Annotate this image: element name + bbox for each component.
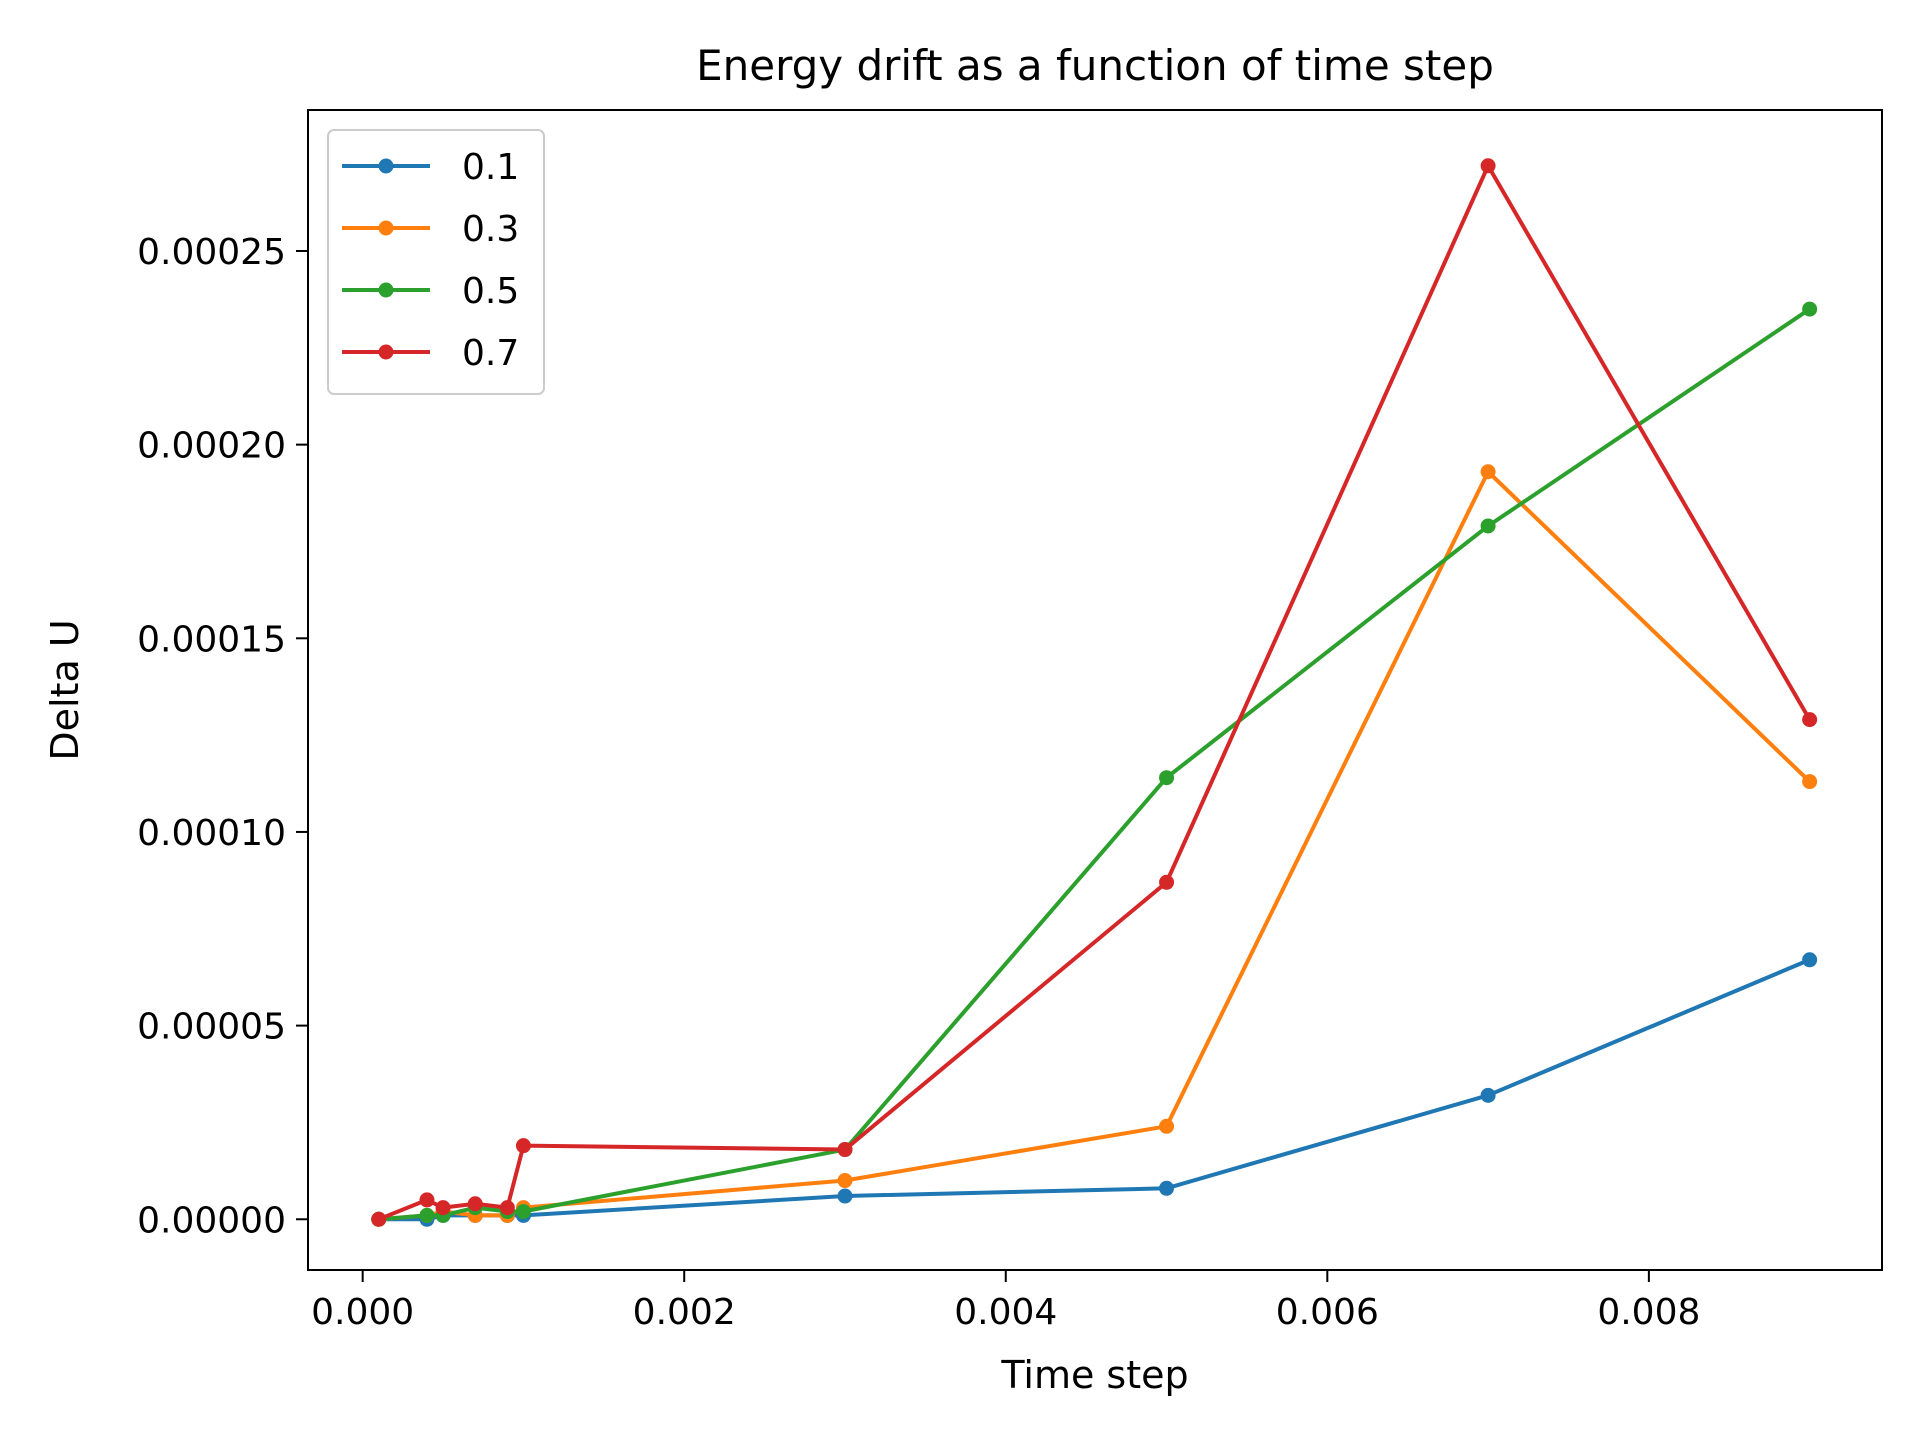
y-tick-label: 0.00025 [137,232,286,273]
y-axis: 0.00000 0.00005 0.00010 0.00015 0.00020 0.000… [137,232,308,1241]
data-point [1802,712,1818,728]
legend-swatch-marker [378,220,394,236]
legend-label: 0.5 [462,271,519,312]
legend: 0.1 0.3 0.5 0.7 [327,129,545,395]
chart-title: Energy drift as a function of time step [696,41,1494,90]
series-line [378,307,1811,1222]
legend-item: 0.5 [342,271,519,312]
data-point [499,1200,515,1216]
legend-swatch-marker [378,158,394,174]
legend-item: 0.7 [342,333,519,374]
series-line [377,163,1812,1222]
data-point [1159,874,1175,890]
x-tick-label: 0.006 [1276,1292,1379,1333]
legend-label: 0.7 [462,333,519,374]
data-point [467,1196,483,1212]
x-tick-label: 0.008 [1597,1292,1700,1333]
data-point [1159,1118,1175,1134]
data-point [1802,774,1818,790]
data-point [837,1188,853,1204]
axes-frame [307,109,1883,1271]
y-tick-label: 0.00020 [137,426,286,467]
x-tick-label: 0.002 [633,1292,736,1333]
data-point [1802,952,1818,968]
y-tick-label: 0.00000 [137,1200,286,1241]
x-axis: 0.000 0.002 0.004 0.006 0.008 [311,1270,1700,1333]
data-point [1480,518,1496,534]
legend-frame [327,129,545,395]
data-point [1159,1180,1175,1196]
y-tick-label: 0.00005 [137,1007,286,1048]
data-point [371,1211,387,1227]
data-point [837,1173,853,1189]
data-point [1159,770,1175,786]
y-tick-label: 0.00010 [137,813,286,854]
series-0.7 [371,158,1818,1227]
legend-item: 0.1 [342,147,519,188]
data-point [1480,464,1496,480]
data-point [1802,301,1818,317]
data-point [1480,1087,1496,1103]
data-point [419,1192,435,1208]
legend-label: 0.3 [462,209,519,250]
x-axis-label: Time step [1000,1353,1188,1397]
y-axis-label: Delta U [43,619,87,760]
data-point [515,1204,531,1220]
data-point [435,1200,451,1216]
data-point [515,1138,531,1154]
plot-area [371,158,1818,1227]
legend-swatch-marker [378,282,394,298]
x-tick-label: 0.000 [311,1292,414,1333]
legend-label: 0.1 [462,147,519,188]
data-point [1480,158,1496,174]
y-tick-label: 0.00015 [137,619,286,660]
data-point [419,1207,435,1223]
x-tick-label: 0.004 [954,1292,1057,1333]
legend-item: 0.3 [342,209,519,250]
legend-swatch-marker [378,344,394,360]
data-point [837,1142,853,1158]
